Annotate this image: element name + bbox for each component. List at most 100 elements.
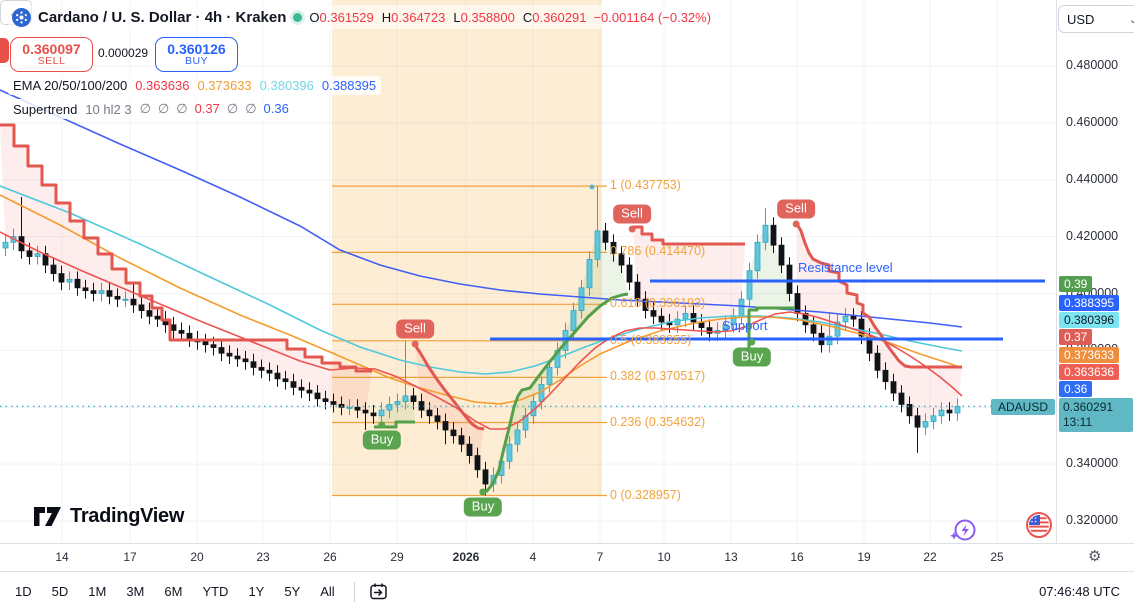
candle-body [602, 230, 609, 243]
candle-body [330, 401, 337, 405]
symbol-header[interactable]: Cardano / U. S. Dollar · 4h · Kraken O0.… [8, 5, 716, 29]
supertrend-fill-buy [486, 230, 628, 492]
supertrend-value: ∅ [157, 101, 170, 116]
buy-signal-marker[interactable]: Buy [732, 347, 772, 367]
supertrend-value: ∅ [245, 101, 257, 116]
low-value: 0.358800 [460, 9, 515, 25]
candle-body [282, 378, 289, 383]
supertrend-line-sell [413, 344, 485, 431]
price-badge-0.39: 0.39 [1059, 276, 1093, 292]
candle-body [378, 409, 385, 417]
date-range-buttons: 1D 5D 1M 3M 6M YTD 1Y 5Y All [0, 580, 344, 603]
buy-button[interactable]: 0.360126 BUY [155, 37, 238, 72]
scale-settings-gear-icon[interactable]: ⚙ [1088, 548, 1102, 565]
range-button-1y[interactable]: 1Y [248, 584, 265, 599]
candle-body [930, 415, 937, 422]
candle-body [34, 253, 41, 257]
sell-signal-marker[interactable]: Sell [613, 204, 651, 224]
range-button-5y[interactable]: 5Y [284, 584, 301, 599]
supertrend-legend-row[interactable]: Supertrend 10 hl2 3 ∅ ∅ ∅ 0.37 ∅ ∅ 0.36 [8, 99, 294, 119]
time-tick: 29 [390, 550, 404, 564]
resistance-label[interactable]: Resistance level [798, 260, 893, 275]
ema-50-line [0, 194, 963, 405]
buy-price: 0.360126 [167, 40, 226, 57]
candle-body [906, 404, 913, 417]
candle-body [130, 298, 137, 306]
price-tick: 0.440000 [1066, 171, 1119, 186]
time-tick: 13 [724, 550, 738, 564]
fib-level-label: 0.618 (0.396193) [610, 296, 706, 311]
support-label[interactable]: Support [722, 318, 768, 333]
ema-legend-values: 0.363636 0.373633 0.380396 0.388395 [135, 78, 376, 93]
candle-body [258, 367, 265, 371]
candle-body [778, 244, 785, 266]
candle-body [106, 290, 113, 297]
time-tick: 10 [657, 550, 671, 564]
candle-body [594, 230, 601, 260]
ema-value: 0.380396 [259, 78, 314, 93]
sell-signal-marker[interactable]: Sell [777, 199, 815, 219]
boost-lightning-icon[interactable] [948, 518, 978, 549]
us-economic-event-icon[interactable] [1026, 512, 1052, 543]
price-tick: 0.320000 [1066, 513, 1119, 527]
candle-body [146, 310, 153, 317]
cardano-logo-icon [12, 7, 31, 27]
candle-body [402, 395, 409, 402]
sell-button[interactable]: 0.360097 SELL [10, 37, 93, 72]
ohlc-values: O0.361529 H0.364723 L0.358800 C0.360291 [309, 9, 587, 25]
range-button-all[interactable]: All [320, 584, 335, 599]
open-value: 0.361529 [319, 9, 374, 25]
candle-body [98, 290, 105, 294]
supertrend-params: 10 hl2 3 [85, 101, 132, 117]
price-chart-canvas[interactable] [0, 0, 1056, 543]
spread-value: 0.000029 [98, 46, 149, 60]
candle-body [938, 409, 945, 417]
candle-body [538, 384, 545, 402]
range-button-3m[interactable]: 3M [126, 584, 145, 599]
supertrend-line-buy [374, 420, 415, 429]
fib-level-label: 0.236 (0.354632) [610, 414, 706, 429]
price-badge-0.37: 0.37 [1059, 329, 1093, 345]
candle-body [370, 412, 377, 417]
range-button-6m[interactable]: 6M [164, 584, 183, 599]
price-badge-0.388395: 0.388395 [1059, 295, 1120, 311]
time-tick: 14 [55, 550, 69, 564]
price-tick: 0.460000 [1066, 114, 1119, 129]
candle-body [650, 310, 657, 317]
candle-body [250, 361, 257, 368]
supertrend-value: ∅ [139, 101, 151, 116]
market-status-icon[interactable] [293, 12, 303, 22]
candle-body [954, 405, 961, 414]
range-button-ytd[interactable]: YTD [202, 584, 229, 599]
candle-body [298, 386, 305, 391]
price-tick: 0.420000 [1066, 228, 1119, 243]
price-scale[interactable]: 0.480000 0.460000 0.440000 0.420000 0.400000… [1056, 0, 1134, 543]
symbol-title[interactable]: Cardano / U. S. Dollar · 4h · Kraken [38, 8, 287, 26]
supertrend-legend-title: Supertrend [13, 101, 78, 117]
candle-body [922, 421, 929, 428]
candle-body [682, 313, 689, 320]
buy-signal-marker[interactable]: Buy [463, 497, 503, 517]
buy-signal-marker[interactable]: Buy [362, 430, 402, 450]
candle-body [626, 264, 633, 283]
fib-level-label: 0 (0.328957) [610, 487, 681, 502]
ema-100-line [0, 185, 963, 375]
tradingview-logo[interactable]: TradingView [34, 505, 184, 528]
supertrend-fill-buy [374, 395, 415, 427]
range-button-1d[interactable]: 1D [15, 584, 32, 599]
price-badge-0.380396: 0.380396 [1059, 312, 1120, 328]
currency-selector[interactable]: USD ⌄ [1058, 5, 1134, 33]
range-button-5d[interactable]: 5D [51, 584, 69, 599]
tradingview-wordmark: TradingView [70, 505, 185, 527]
symbol-price-chip: ADAUSD [991, 399, 1056, 415]
go-to-date-icon[interactable] [369, 582, 388, 601]
candle-body [178, 330, 185, 334]
ema-legend-row[interactable]: EMA 20/50/100/200 0.363636 0.373633 0.3803… [8, 76, 382, 95]
price-badge-0.36: 0.36 [1059, 381, 1093, 397]
sell-signal-marker[interactable]: Sell [396, 319, 434, 339]
time-axis[interactable]: 14 17 20 23 26 29 2026 4 7 10 13 16 19 22 25 [0, 543, 1134, 572]
time-tick: 22 [923, 550, 937, 564]
clock-utc[interactable]: 07:46:48 UTC [1039, 584, 1120, 599]
supertrend-value: 0.36 [263, 101, 289, 116]
range-button-1m[interactable]: 1M [88, 584, 107, 599]
